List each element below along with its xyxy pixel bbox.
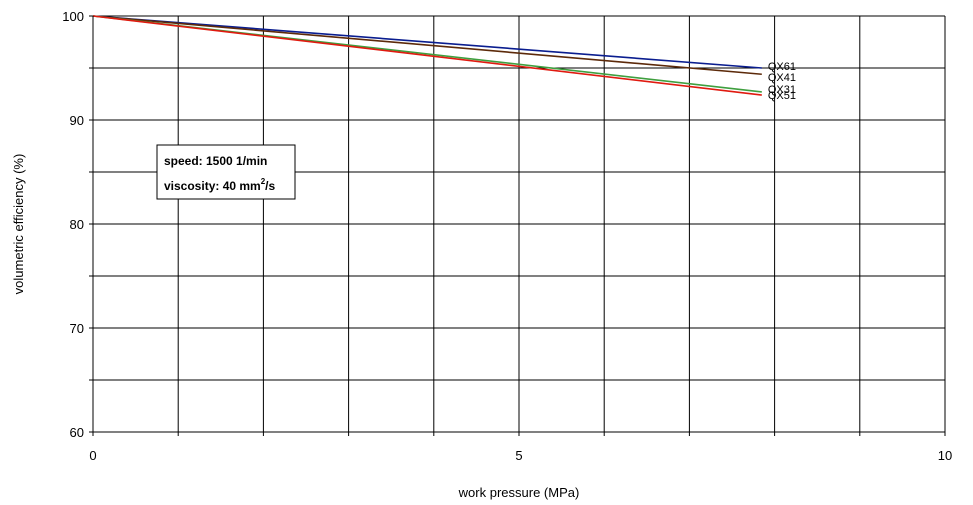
- x-tick-label: 10: [938, 448, 952, 463]
- viscosity-note: viscosity: 40 mm2/s: [164, 177, 276, 193]
- series-line-qx51: [92, 15, 762, 96]
- y-tick-label: 90: [70, 113, 84, 128]
- series-lines: [92, 15, 762, 96]
- series-line-qx41: [92, 15, 762, 76]
- viscosity-prefix: viscosity: 40 mm: [164, 179, 261, 193]
- speed-note: speed: 1500 1/min: [164, 154, 267, 168]
- axes: [89, 15, 946, 436]
- grid: [92, 15, 946, 433]
- viscosity-suffix: /s: [265, 179, 275, 193]
- x-tick-label: 0: [89, 448, 96, 463]
- viscosity-superscript: 2: [261, 177, 266, 186]
- y-tick-label: 60: [70, 425, 84, 440]
- y-tick-label: 70: [70, 321, 84, 336]
- series-line-qx61: [92, 15, 762, 69]
- x-axis-label: work pressure (MPa): [458, 485, 580, 500]
- y-axis-label: volumetric efficiency (%): [11, 154, 26, 295]
- conditions-box: speed: 1500 1/min viscosity: 40 mm2/s: [156, 144, 296, 200]
- y-tick-label: 100: [62, 9, 84, 24]
- series-label-qx51: QX51: [768, 90, 796, 102]
- series-label-qx41: QX41: [768, 72, 796, 84]
- conditions-box-frame: [156, 144, 296, 200]
- series-label-qx61: QX61: [768, 61, 796, 73]
- x-tick-label: 5: [515, 448, 522, 463]
- tick-labels: 60 70 80 90 100 0 5 10: [62, 9, 952, 463]
- series-label-qx31: QX31: [768, 84, 796, 96]
- y-tick-label: 80: [70, 217, 84, 232]
